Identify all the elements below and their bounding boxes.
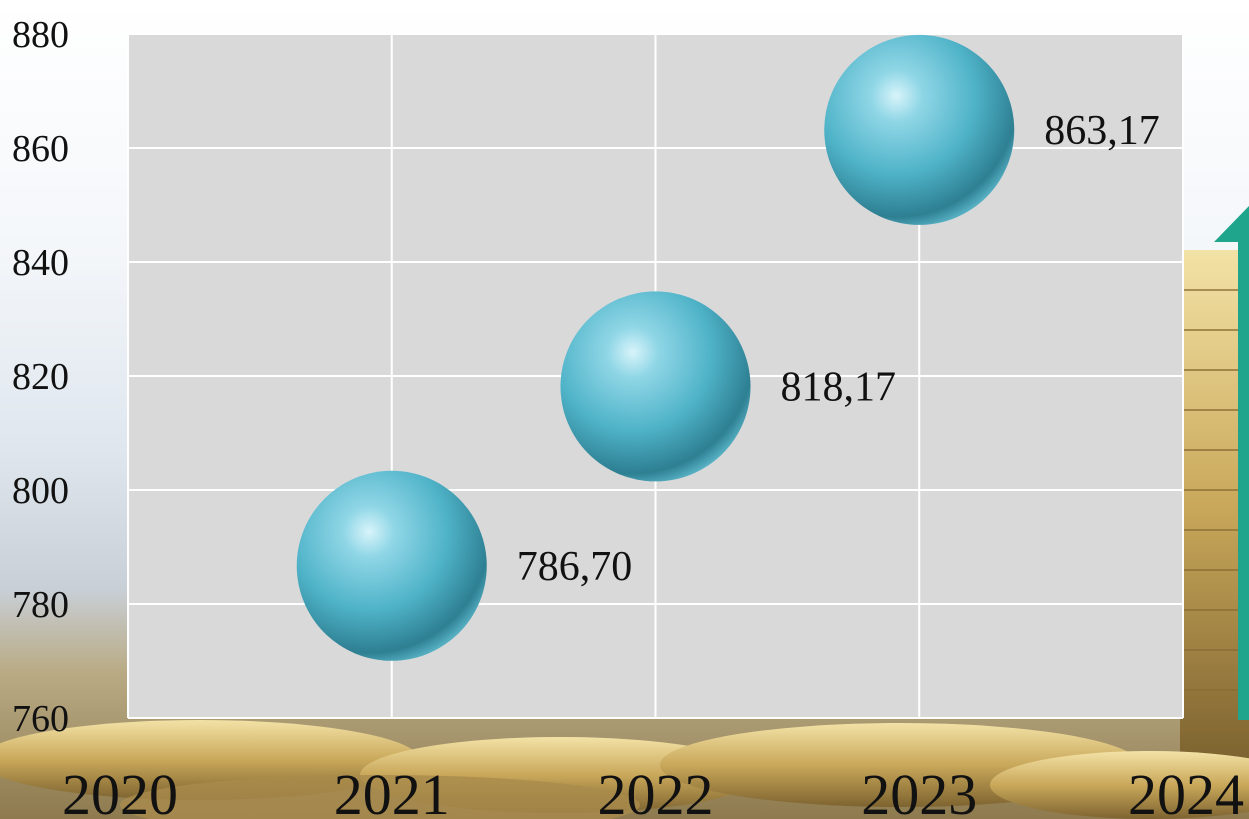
- up-arrow-icon: [1214, 206, 1249, 720]
- y-tick-label: 800: [12, 470, 69, 512]
- x-tick-label: 2024: [1128, 762, 1244, 819]
- data-point: [560, 291, 751, 482]
- x-tick-label: 2020: [62, 762, 178, 819]
- data-points: [296, 34, 1015, 661]
- y-axis-ticks: 760 780 800 820 840 860 880: [12, 14, 69, 740]
- data-label: 863,17: [1044, 108, 1160, 154]
- y-tick-label: 820: [12, 356, 69, 398]
- coins-floor-illustration: [0, 720, 1249, 819]
- x-axis-ticks: 2020 2021 2022 2023 2024: [62, 762, 1244, 819]
- x-tick-label: 2021: [334, 762, 450, 819]
- data-point: [824, 34, 1015, 225]
- data-label: 786,70: [517, 544, 633, 590]
- data-label: 818,17: [781, 364, 897, 410]
- coin-stack-illustration: [1180, 250, 1249, 760]
- data-labels: 786,70 818,17 863,17: [517, 108, 1160, 590]
- y-tick-label: 760: [12, 698, 69, 740]
- y-tick-label: 780: [12, 584, 69, 626]
- data-point: [296, 470, 487, 661]
- x-tick-label: 2023: [861, 762, 977, 819]
- x-tick-label: 2022: [598, 762, 714, 819]
- y-tick-label: 860: [12, 128, 69, 170]
- y-tick-label: 840: [12, 242, 69, 284]
- y-tick-label: 880: [12, 14, 69, 56]
- gridlines: [127, 33, 1184, 719]
